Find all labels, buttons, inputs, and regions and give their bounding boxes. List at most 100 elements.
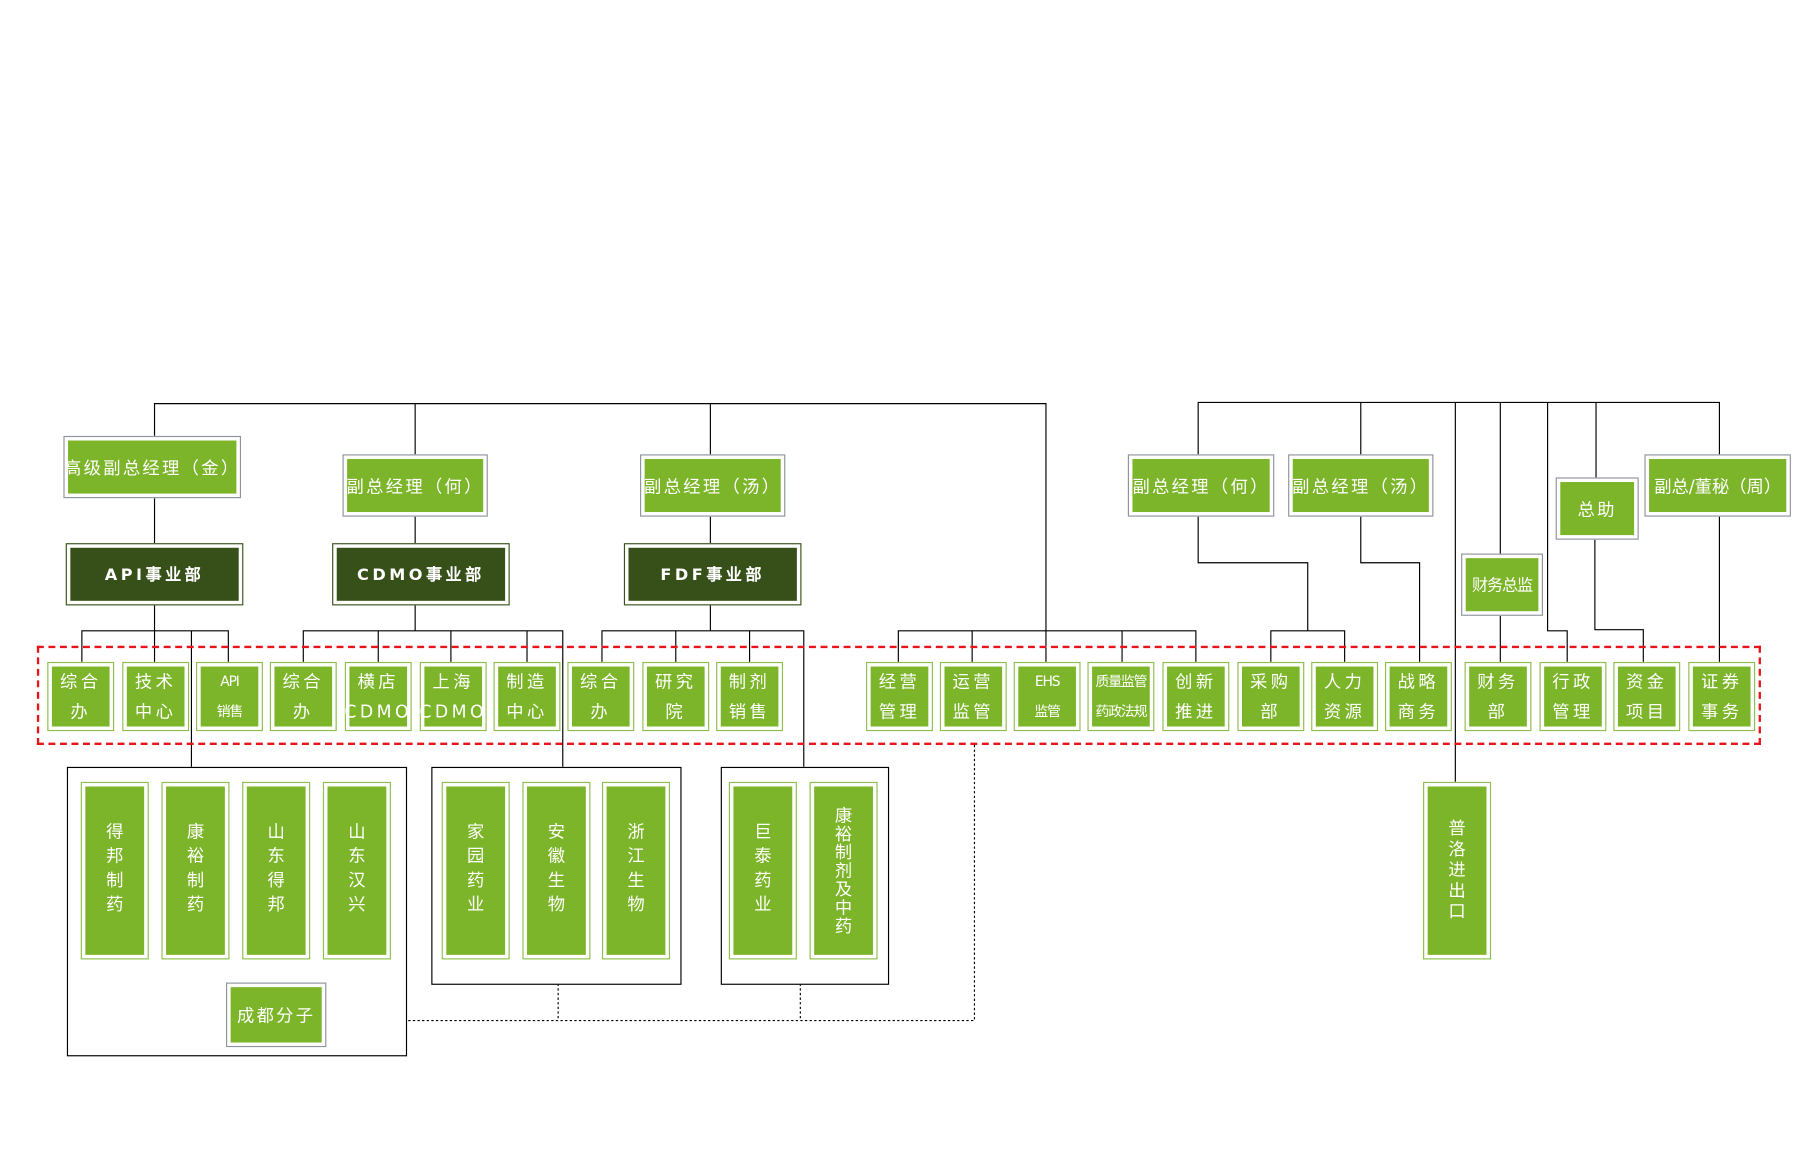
subsidiary-shandong-hanxing[interactable]: 山东汉兴 (322, 781, 391, 960)
department-label-line: 部 (1260, 701, 1282, 722)
manager-box-vp-tang[interactable]: 副总经理（汤） (640, 454, 786, 517)
manager-box-vp-he[interactable]: 副总经理（何） (342, 454, 488, 517)
department-label-line: 综合 (282, 671, 325, 692)
department-label-line: 人力 (1323, 671, 1366, 692)
department-label-line: 销售 (728, 701, 771, 722)
department-box[interactable]: 资金 项目 (1613, 661, 1681, 732)
manager-box-cfo[interactable]: 财务总监 (1461, 553, 1543, 616)
manager-box-vp-secretary-zhou[interactable]: 副总/董秘（周） (1644, 454, 1791, 517)
highlight-region (36, 645, 1761, 745)
department-label-line: 事务 (1700, 701, 1743, 722)
department-label-line: 制造 (506, 671, 548, 692)
manager-label: 总助 (1560, 482, 1635, 536)
department-label: 财务部 (1469, 666, 1527, 727)
subsidiary-jutai-pharma[interactable]: 巨泰药业 (728, 781, 797, 960)
department-label-line: 运营 (952, 671, 995, 692)
department-label-line: 战略 (1397, 671, 1440, 692)
manager-box-assistant[interactable]: 总助 (1555, 477, 1639, 540)
department-label: 质量监管 药政法规 (1092, 666, 1150, 727)
department-label: EHS 监管 (1018, 666, 1076, 727)
department-box[interactable]: 证券 事务 (1688, 661, 1756, 732)
department-box[interactable]: 制造 中心 (493, 661, 561, 732)
department-box[interactable]: 技术 中心 (122, 661, 190, 732)
division-cdmo[interactable]: CDMO事业部 (332, 543, 510, 606)
department-label: 采购部 (1241, 666, 1300, 727)
division-label: API事业部 (70, 547, 239, 601)
department-box[interactable]: 综合办 (567, 661, 635, 732)
department-label-line: 技术 (134, 671, 177, 692)
department-label-line: 资金 (1625, 671, 1668, 692)
subsidiary-debang-pharma[interactable]: 得邦制药 (80, 781, 149, 960)
department-box[interactable]: 创新 推进 (1162, 661, 1230, 732)
subsidiary-label: 安徽生物 (527, 786, 586, 955)
manager-label: 高级副总经理（金） (64, 440, 238, 494)
department-box[interactable]: 制剂 销售 (716, 661, 784, 732)
department-box[interactable]: 运营 监管 (939, 661, 1007, 732)
subsidiary-label: 康裕制药 (166, 786, 225, 955)
department-label: 人力 资源 (1315, 666, 1374, 727)
department-label: 资金 项目 (1617, 666, 1676, 727)
department-box[interactable]: 战略 商务 (1384, 661, 1452, 732)
division-label: FDF事业部 (628, 547, 797, 601)
department-box[interactable]: 采购部 (1237, 661, 1305, 732)
manager-label: 副总/董秘（周） (1649, 458, 1787, 513)
department-box[interactable]: 经营 管理 (866, 661, 933, 732)
department-label-line: 院 (665, 701, 687, 722)
subsidiary-label: 巨泰药业 (733, 786, 793, 955)
division-api[interactable]: API事业部 (65, 543, 244, 606)
department-label-line: 质量监管 (1095, 673, 1148, 690)
subsidiary-anhui-bio[interactable]: 安徽生物 (522, 781, 591, 960)
subsidiary-label: 山东汉兴 (327, 786, 387, 955)
department-box[interactable]: 人力 资源 (1311, 661, 1379, 732)
department-box[interactable]: 行政 管理 (1539, 661, 1607, 732)
subsidiary-chengdu-molecule[interactable]: 成都分子 (226, 982, 327, 1048)
department-label: 上海 CDMO (419, 666, 484, 727)
department-label-line: 中心 (134, 701, 177, 722)
department-label-line: 制剂 (728, 671, 771, 692)
department-box[interactable]: API 销售 (196, 661, 263, 732)
department-box[interactable]: 综合办 (47, 661, 115, 732)
department-label: 经营 管理 (870, 666, 929, 727)
department-box[interactable]: EHS 监管 (1013, 661, 1081, 732)
subsidiary-puluo-import-export[interactable]: 普洛进出口 (1423, 781, 1492, 960)
department-box[interactable]: 财务部 (1464, 661, 1532, 732)
manager-label: 副总经理（何） (1132, 458, 1270, 513)
manager-label: 副总经理（何） (347, 458, 484, 513)
department-label-line: 行政 (1552, 671, 1594, 692)
department-label-line: 创新 (1175, 671, 1217, 692)
division-fdf[interactable]: FDF事业部 (623, 543, 802, 606)
manager-label: 副总经理（汤） (644, 458, 781, 513)
subsidiary-label: 康裕制剂及中药 (814, 786, 873, 955)
department-label: 运营 监管 (944, 666, 1003, 727)
manager-box-senior-vp-jin[interactable]: 高级副总经理（金） (63, 435, 242, 499)
department-label-line: 项目 (1625, 701, 1668, 722)
department-label-line: 上海 (432, 671, 474, 692)
subsidiary-label: 普洛进出口 (1427, 786, 1487, 955)
manager-box-vp-tang-2[interactable]: 副总经理（汤） (1288, 454, 1434, 517)
subsidiary-label: 浙江生物 (606, 786, 666, 955)
department-label: 研究院 (646, 666, 705, 727)
subsidiary-kangyu-formulation-tcm[interactable]: 康裕制剂及中药 (809, 781, 878, 960)
department-box[interactable]: 横店 CDMO (344, 661, 412, 732)
department-label-line: 办 (590, 701, 612, 722)
department-label-line: 办 (70, 701, 92, 722)
department-box[interactable]: 综合办 (269, 661, 337, 732)
manager-box-vp-he-2[interactable]: 副总经理（何） (1127, 454, 1275, 517)
department-box[interactable]: 研究院 (642, 661, 710, 732)
subsidiary-shandong-debang[interactable]: 山东得邦 (242, 781, 311, 960)
subsidiary-label: 山东得邦 (246, 786, 306, 955)
department-label-line: 财务 (1477, 671, 1519, 692)
department-label-line: 研究 (654, 671, 697, 692)
subsidiary-kangyu-pharma[interactable]: 康裕制药 (161, 781, 230, 960)
subsidiary-jiayuan-pharma[interactable]: 家园药业 (441, 781, 510, 960)
subsidiary-zhejiang-bio[interactable]: 浙江生物 (601, 781, 671, 960)
department-label-line: 销售 (216, 703, 244, 720)
department-label: 制造 中心 (498, 666, 556, 727)
department-box[interactable]: 质量监管 药政法规 (1087, 661, 1155, 732)
department-box[interactable]: 上海 CDMO (419, 661, 487, 732)
subsidiary-label: 成都分子 (230, 987, 322, 1043)
department-label: 制剂 销售 (720, 666, 779, 727)
department-label: 综合办 (274, 666, 333, 727)
department-label: 行政 管理 (1544, 666, 1602, 727)
